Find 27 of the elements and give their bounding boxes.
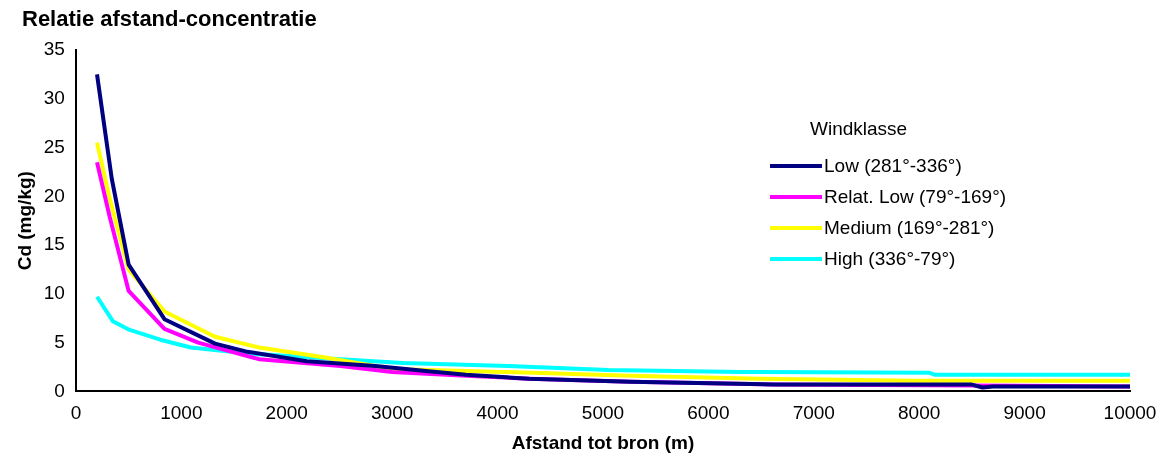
- x-axis-title: Afstand tot bron (m): [511, 431, 695, 453]
- legend-label: High (336°-79°): [824, 247, 956, 270]
- y-tick-label: 10: [43, 282, 65, 304]
- legend-label: Medium (169°-281°): [824, 216, 995, 239]
- y-tick-label: 30: [43, 87, 65, 109]
- x-tick-label: 2000: [265, 402, 308, 424]
- y-tick-label: 20: [43, 184, 65, 206]
- x-tick-label: 3000: [371, 402, 414, 424]
- y-tick-label: 15: [43, 233, 65, 255]
- y-tick-label: 5: [54, 330, 65, 352]
- x-tick-label: 0: [70, 402, 82, 424]
- y-axis-title: Cd (mg/kg): [13, 171, 35, 271]
- x-tick-label: 7000: [792, 402, 835, 424]
- x-tick-label: 8000: [898, 402, 941, 424]
- y-tick-label: 25: [43, 135, 65, 157]
- y-tick-label: 0: [54, 379, 65, 401]
- x-tick-label: 5000: [581, 402, 625, 424]
- y-tick-label: 35: [43, 38, 65, 60]
- legend-title: Windklasse: [810, 118, 909, 140]
- legend-label: Low (281°-336°): [824, 154, 962, 177]
- chart-title: Relatie afstand-concentratie: [22, 6, 317, 32]
- legend-label: Relat. Low (79°-169°): [824, 185, 1007, 208]
- x-tick-label: 1000: [160, 402, 203, 424]
- x-tick-label: 6000: [687, 402, 730, 424]
- x-tick-label: 9000: [1003, 402, 1046, 424]
- x-tick-label: 4000: [476, 402, 519, 424]
- x-tick-label: 10000: [1103, 402, 1157, 424]
